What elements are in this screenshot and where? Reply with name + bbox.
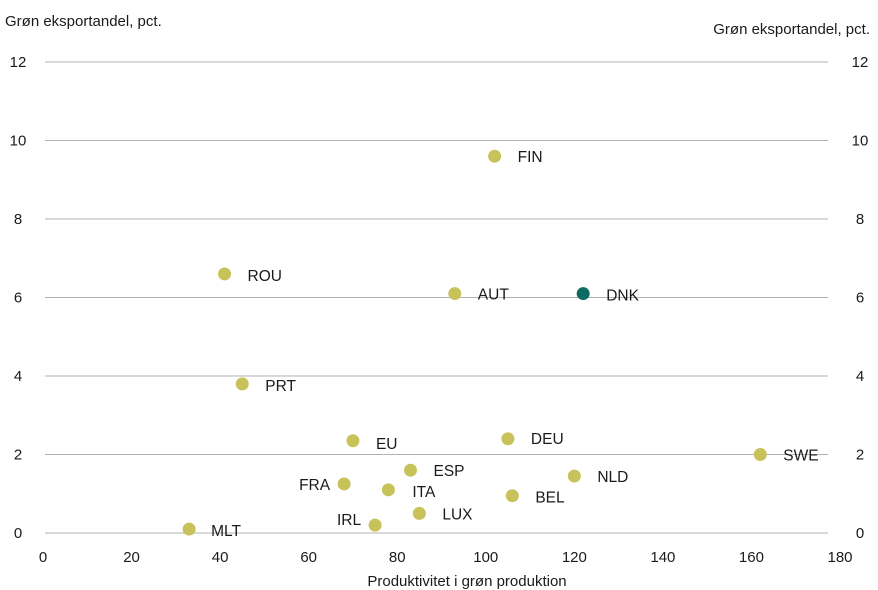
x-tick-140: 140 xyxy=(650,549,675,566)
point-deu xyxy=(501,432,515,446)
y-tick-right-4: 4 xyxy=(856,368,864,385)
y-tick-right-2: 2 xyxy=(856,447,864,464)
y-tick-left-0: 0 xyxy=(14,525,22,542)
x-tick-100: 100 xyxy=(473,549,498,566)
x-tick-180: 180 xyxy=(827,549,852,566)
y-tick-right-0: 0 xyxy=(856,525,864,542)
gridlines xyxy=(45,61,828,534)
point-label-rou: ROU xyxy=(248,268,282,285)
point-prt xyxy=(235,377,249,391)
y-tick-left-2: 2 xyxy=(14,447,22,464)
x-axis-title: Produktivitet i grøn produktion xyxy=(367,573,566,590)
point-label-fra: FRA xyxy=(299,477,331,494)
x-tick-40: 40 xyxy=(212,549,229,566)
data-points xyxy=(182,149,767,536)
point-label-prt: PRT xyxy=(265,378,296,395)
point-label-ita: ITA xyxy=(412,484,436,501)
point-mlt xyxy=(182,522,196,536)
point-label-bel: BEL xyxy=(535,490,565,507)
y-axis-right: 0 2 4 6 8 10 12 xyxy=(852,54,869,542)
point-label-dnk: DNK xyxy=(606,288,639,305)
point-eu xyxy=(346,434,360,448)
point-label-mlt: MLT xyxy=(211,523,241,540)
point-labels: FIN ROU AUT DNK PRT EU DEU SWE ESP NLD FRA ITA BEL LU… xyxy=(211,149,818,540)
point-rou xyxy=(218,267,232,281)
y-axis-left: 0 2 4 6 8 10 12 xyxy=(10,54,27,542)
point-label-swe: SWE xyxy=(783,448,818,465)
point-label-fin: FIN xyxy=(518,149,543,166)
x-tick-160: 160 xyxy=(739,549,764,566)
y-tick-left-12: 12 xyxy=(10,54,27,71)
point-fin xyxy=(488,149,502,163)
point-aut xyxy=(448,287,462,301)
point-lux xyxy=(412,506,426,520)
point-fra xyxy=(337,477,351,491)
point-esp xyxy=(404,463,418,477)
point-nld xyxy=(567,469,581,483)
x-tick-80: 80 xyxy=(389,549,406,566)
y-tick-right-8: 8 xyxy=(856,211,864,228)
point-swe xyxy=(753,448,767,461)
point-label-eu: EU xyxy=(376,436,398,453)
point-bel xyxy=(505,489,519,503)
point-label-aut: AUT xyxy=(478,287,510,304)
y-axis-title-right: Grøn eksportandel, pct. xyxy=(713,21,870,38)
y-tick-right-6: 6 xyxy=(856,290,864,307)
x-tick-0: 0 xyxy=(39,549,47,566)
point-label-deu: DEU xyxy=(531,431,564,448)
point-irl xyxy=(368,518,382,532)
y-axis-title-left: Grøn eksportandel, pct. xyxy=(5,13,162,30)
y-tick-left-4: 4 xyxy=(14,368,22,385)
y-tick-left-10: 10 xyxy=(10,133,27,150)
point-ita xyxy=(381,483,395,497)
y-tick-right-12: 12 xyxy=(852,54,869,71)
point-label-esp: ESP xyxy=(434,463,465,480)
point-label-nld: NLD xyxy=(597,469,628,486)
x-axis: 0 20 40 60 80 100 120 140 160 180 xyxy=(39,549,853,566)
x-tick-60: 60 xyxy=(300,549,317,566)
x-tick-120: 120 xyxy=(562,549,587,566)
x-tick-20: 20 xyxy=(123,549,140,566)
y-tick-right-10: 10 xyxy=(852,133,869,150)
point-label-lux: LUX xyxy=(442,506,473,523)
point-dnk xyxy=(576,287,590,301)
y-tick-left-8: 8 xyxy=(14,211,22,228)
y-tick-left-6: 6 xyxy=(14,290,22,307)
point-label-irl: IRL xyxy=(337,512,362,529)
